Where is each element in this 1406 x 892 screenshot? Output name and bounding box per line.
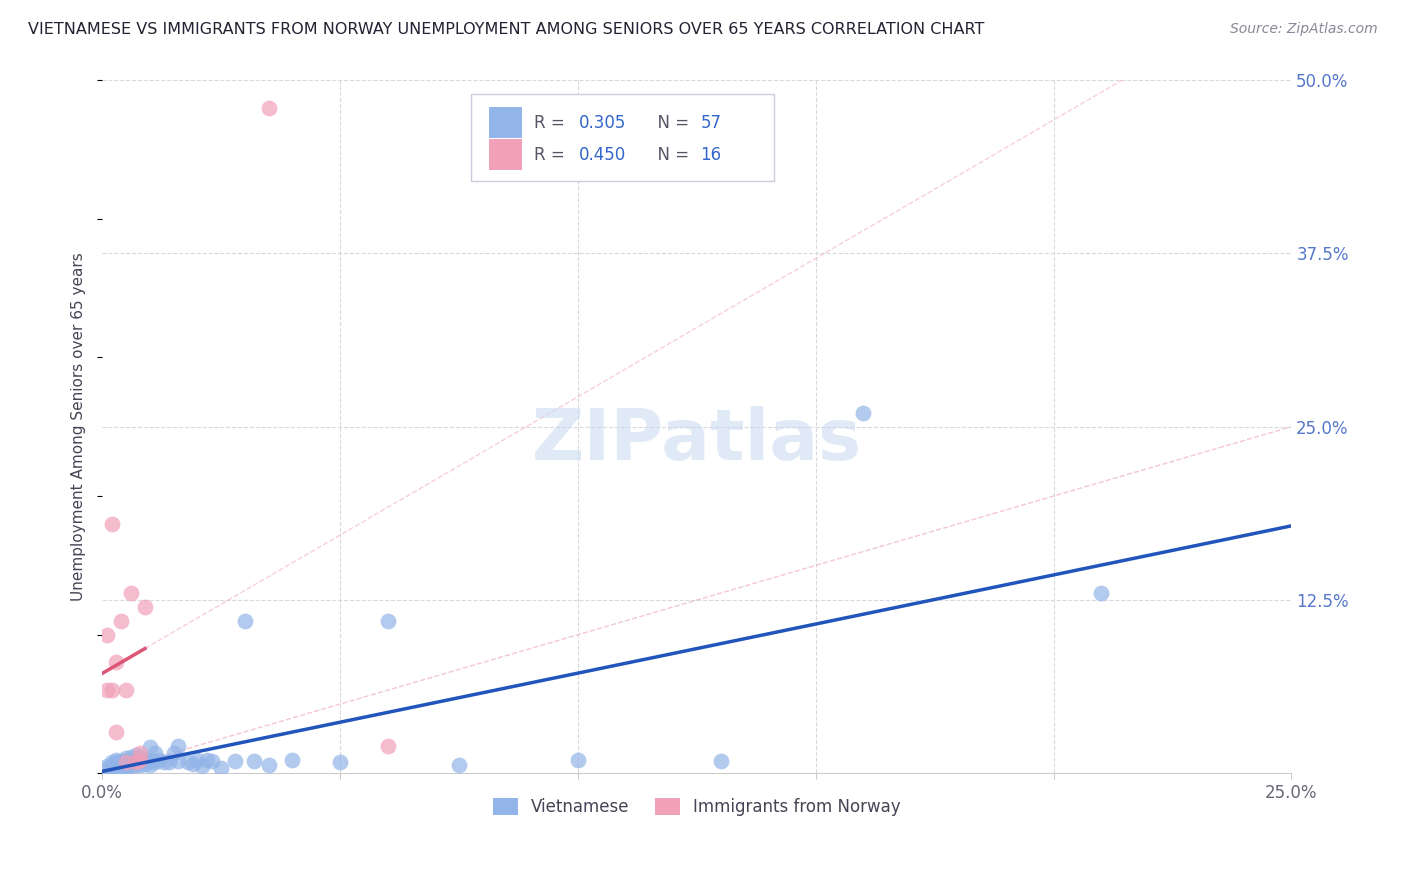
Point xyxy=(120,749,142,764)
Text: Source: ZipAtlas.com: Source: ZipAtlas.com xyxy=(1230,22,1378,37)
Point xyxy=(120,586,142,600)
Point xyxy=(110,761,132,775)
Point xyxy=(134,756,156,771)
Point xyxy=(134,753,156,767)
Point xyxy=(167,739,190,753)
Text: R =: R = xyxy=(534,114,569,132)
Point xyxy=(129,746,152,760)
Point xyxy=(201,754,224,768)
Point xyxy=(257,758,280,772)
Point xyxy=(224,754,246,768)
FancyBboxPatch shape xyxy=(489,107,522,138)
Point xyxy=(139,754,162,768)
Text: 57: 57 xyxy=(700,114,721,132)
Point xyxy=(100,762,122,776)
Point xyxy=(115,756,138,770)
FancyBboxPatch shape xyxy=(471,94,775,180)
Point xyxy=(129,749,152,764)
Point xyxy=(447,758,470,772)
Y-axis label: Unemployment Among Seniors over 65 years: Unemployment Among Seniors over 65 years xyxy=(72,252,86,601)
Point xyxy=(115,754,138,768)
Point xyxy=(124,754,146,768)
Point xyxy=(105,724,128,739)
Text: 0.305: 0.305 xyxy=(579,114,627,132)
Point xyxy=(115,758,138,772)
Point xyxy=(129,758,152,772)
Point xyxy=(329,756,352,770)
Point xyxy=(96,628,118,642)
Point xyxy=(257,101,280,115)
Point xyxy=(167,754,190,768)
Point xyxy=(209,761,232,775)
Text: R =: R = xyxy=(534,145,569,164)
Point xyxy=(115,751,138,765)
Point xyxy=(120,756,142,770)
Point xyxy=(124,748,146,763)
Point xyxy=(105,758,128,772)
Legend: Vietnamese, Immigrants from Norway: Vietnamese, Immigrants from Norway xyxy=(485,789,910,824)
Point xyxy=(852,406,875,420)
Point xyxy=(567,753,589,767)
Point xyxy=(129,754,152,768)
Point xyxy=(100,683,122,698)
Point xyxy=(105,656,128,670)
Point xyxy=(139,758,162,772)
Point xyxy=(105,756,128,770)
Point xyxy=(105,761,128,775)
Point xyxy=(148,753,170,767)
Text: N =: N = xyxy=(647,114,695,132)
Point xyxy=(181,756,204,771)
Point xyxy=(162,746,184,760)
Text: ZIPatlas: ZIPatlas xyxy=(531,406,862,475)
Point xyxy=(124,758,146,772)
Point xyxy=(115,683,138,698)
Point xyxy=(124,756,146,770)
Point xyxy=(377,739,399,753)
Point xyxy=(110,614,132,628)
Point xyxy=(143,746,166,760)
Text: 0.450: 0.450 xyxy=(579,145,626,164)
Point xyxy=(134,599,156,614)
Point xyxy=(377,614,399,628)
Point xyxy=(96,762,118,776)
Point xyxy=(129,753,152,767)
Point xyxy=(153,756,176,770)
Point xyxy=(100,756,122,770)
Point xyxy=(281,753,304,767)
Point xyxy=(100,759,122,773)
Point xyxy=(243,754,266,768)
Text: 16: 16 xyxy=(700,145,721,164)
Point xyxy=(110,756,132,771)
Point xyxy=(195,753,218,767)
Point xyxy=(105,753,128,767)
Point xyxy=(139,740,162,755)
Point xyxy=(110,754,132,768)
Point xyxy=(709,754,731,768)
Point xyxy=(177,756,200,770)
Point xyxy=(233,614,256,628)
Point xyxy=(96,759,118,773)
Text: VIETNAMESE VS IMMIGRANTS FROM NORWAY UNEMPLOYMENT AMONG SENIORS OVER 65 YEARS CO: VIETNAMESE VS IMMIGRANTS FROM NORWAY UNE… xyxy=(28,22,984,37)
FancyBboxPatch shape xyxy=(489,139,522,170)
Point xyxy=(96,683,118,698)
Point xyxy=(1090,586,1112,600)
Point xyxy=(120,759,142,773)
Point xyxy=(157,756,180,770)
Point xyxy=(191,759,214,773)
Point xyxy=(100,516,122,531)
Point xyxy=(115,761,138,775)
Point xyxy=(186,753,208,767)
Point xyxy=(143,756,166,770)
Text: N =: N = xyxy=(647,145,695,164)
